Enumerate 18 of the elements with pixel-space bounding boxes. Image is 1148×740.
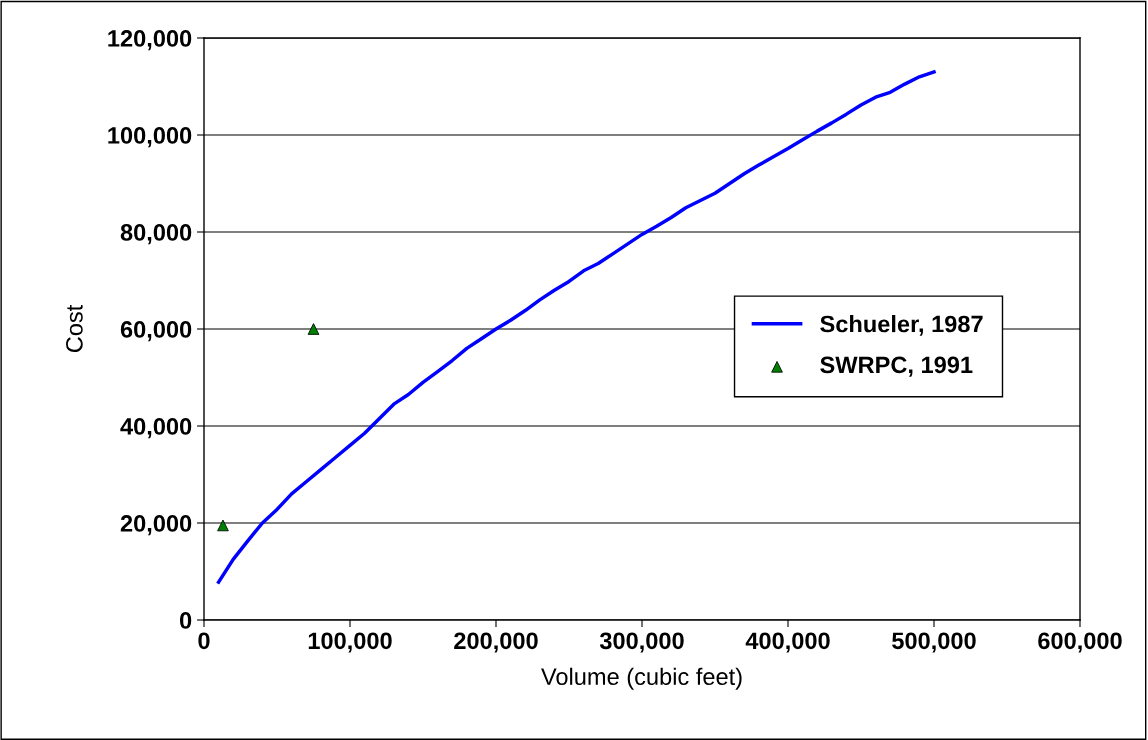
- y-tick-label: 60,000: [120, 321, 192, 342]
- y-tick-label: 20,000: [120, 515, 192, 536]
- y-tick-label: 0: [180, 612, 192, 629]
- x-tick-label: 600,000: [1038, 632, 1122, 653]
- x-tick-label: 100,000: [308, 632, 392, 653]
- x-axis-title: Volume (cubic feet): [541, 667, 742, 690]
- legend-label: Schueler, 1987: [820, 315, 983, 336]
- x-tick-label: 0: [198, 632, 210, 650]
- y-tick-label: 40,000: [120, 418, 192, 439]
- y-axis-title: Cost: [66, 304, 83, 353]
- y-tick-label: 80,000: [120, 224, 192, 245]
- x-tick-label: 400,000: [745, 632, 830, 653]
- y-tick-label: 120,000: [108, 30, 192, 51]
- legend-label: SWRPC, 1991: [820, 356, 973, 377]
- x-tick-label: 200,000: [454, 632, 538, 653]
- x-tick-label: 300,000: [599, 632, 684, 653]
- y-tick-label: 100,000: [108, 127, 192, 148]
- x-tick-label: 500,000: [892, 632, 976, 653]
